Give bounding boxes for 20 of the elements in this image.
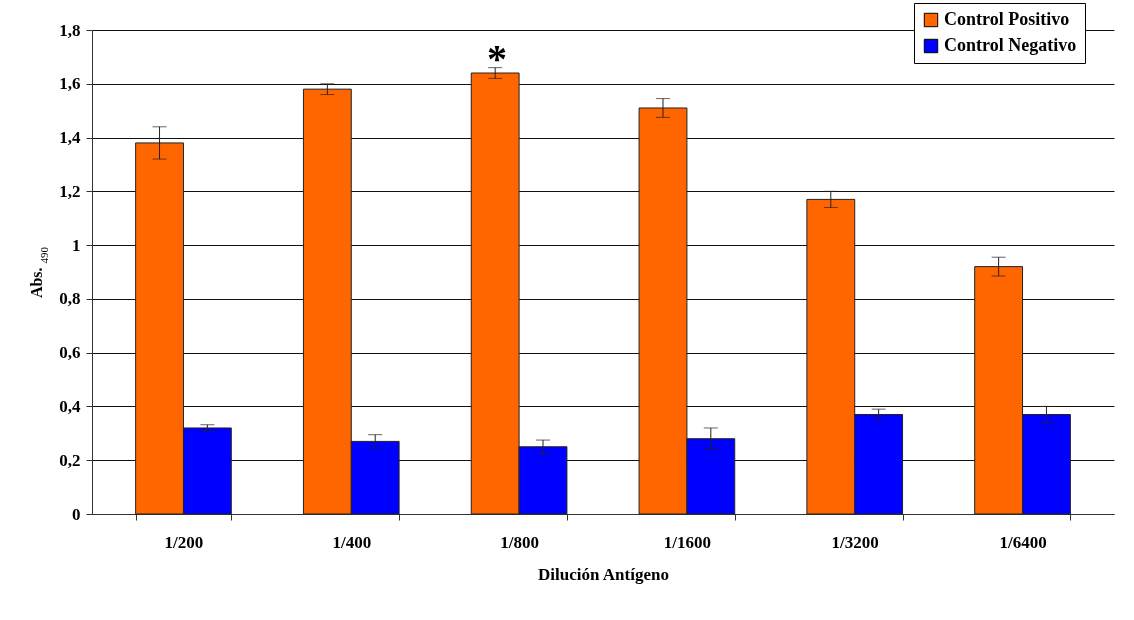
x-tick-label: 1/6400 xyxy=(999,532,1047,552)
y-tick-label: 1,6 xyxy=(59,74,81,94)
y-tick-label: 1,8 xyxy=(59,20,81,40)
y-tick-label: 0,2 xyxy=(59,450,81,470)
legend-label: Control Positivo xyxy=(944,9,1070,29)
y-tick-label: 1,4 xyxy=(59,128,81,148)
x-tick-label: 1/200 xyxy=(164,532,204,552)
annotation: * xyxy=(487,36,507,81)
y-tick-label: 1 xyxy=(72,235,81,255)
legend-label: Control Negativo xyxy=(944,35,1077,55)
x-tick-label: 1/1600 xyxy=(663,532,712,552)
x-axis-title: Dilución Antígeno xyxy=(538,564,669,584)
y-tick-label: 0 xyxy=(72,504,81,524)
y-tick-label: 1,2 xyxy=(59,181,81,201)
y-tick-label: 0,8 xyxy=(59,289,81,309)
x-tick-label: 1/800 xyxy=(500,532,539,552)
x-tick-label: 1/400 xyxy=(332,532,372,552)
y-tick-label: 0,4 xyxy=(59,396,81,416)
y-tick-label: 0,6 xyxy=(59,343,81,363)
x-tick-label: 1/3200 xyxy=(831,532,879,552)
